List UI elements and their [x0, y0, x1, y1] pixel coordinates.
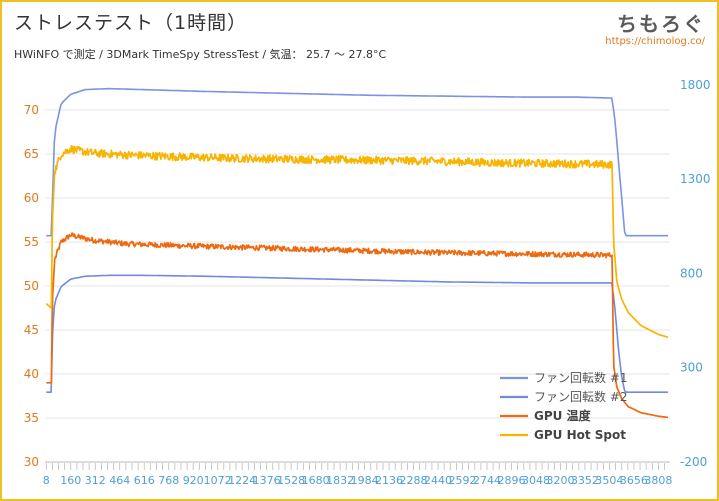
x-tick-label: 2136: [375, 474, 403, 487]
left-tick-label: 30: [24, 455, 39, 469]
left-tick-label: 55: [24, 235, 39, 249]
left-tick-label: 60: [24, 191, 39, 205]
x-tick-label: 3048: [522, 474, 550, 487]
right-tick-label: 1800: [680, 78, 711, 92]
x-tick-label: 2440: [424, 474, 452, 487]
hotspot-series-line: [45, 145, 669, 339]
legend-fan2-label: ファン回転数 #2: [534, 389, 628, 404]
left-tick-label: 50: [24, 279, 39, 293]
site-url: https://chimolog.co/: [605, 36, 705, 47]
x-tick-label: 1224: [228, 474, 256, 487]
chart-legend: ファン回転数 #1 ファン回転数 #2 GPU 温度 GPU Hot Spot: [500, 370, 628, 442]
left-tick-label: 70: [24, 103, 39, 117]
right-tick-label: 300: [680, 361, 703, 375]
x-tick-label: 3808: [644, 474, 672, 487]
right-tick-label: 1300: [680, 172, 711, 186]
x-tick-label: 3352: [571, 474, 599, 487]
right-axis-ticks: -200 300 800 1300 1800: [680, 78, 711, 469]
x-tick-label: 920: [183, 474, 204, 487]
series-lines: [45, 87, 669, 419]
legend-fan1-label: ファン回転数 #1: [534, 370, 628, 385]
x-tick-label: 616: [134, 474, 155, 487]
site-logo: ちもろぐ: [617, 12, 705, 36]
left-tick-label: 40: [24, 367, 39, 381]
legend-gpu-temp-label: GPU 温度: [534, 408, 592, 423]
x-tick-label: 1376: [253, 474, 281, 487]
x-tick-label: 2744: [473, 474, 501, 487]
left-axis-ticks: 30 35 40 45 50 55 60 65 70: [24, 103, 39, 469]
x-tick-label: 1680: [302, 474, 330, 487]
right-tick-label: 800: [680, 266, 703, 280]
x-tick-label: 3656: [620, 474, 648, 487]
fan2-series-line: [46, 274, 669, 393]
left-tick-label: 65: [24, 147, 39, 161]
x-tick-label: 1528: [277, 474, 305, 487]
gpu-temp-series-line: [46, 232, 669, 419]
x-tick-label: 464: [109, 474, 130, 487]
x-tick-label: 312: [85, 474, 106, 487]
legend-hotspot-label: GPU Hot Spot: [534, 428, 626, 442]
x-tick-label: 2288: [400, 474, 428, 487]
right-tick-label: -200: [680, 455, 707, 469]
x-tick-label: 1832: [326, 474, 354, 487]
x-tick-label: 1984: [351, 474, 379, 487]
x-tick-label: 3200: [546, 474, 574, 487]
x-tick-label: 3504: [595, 474, 623, 487]
x-tick-label: 8: [43, 474, 50, 487]
chart-title: ストレステスト（1時間）: [14, 12, 248, 34]
x-tick-label: 2896: [497, 474, 525, 487]
x-tick-label: 160: [60, 474, 81, 487]
left-tick-label: 35: [24, 411, 39, 425]
left-tick-label: 45: [24, 323, 39, 337]
x-axis: 8 160 312 464 616 768 920 107212241376152816801…: [43, 461, 672, 487]
x-tick-label: 2592: [449, 474, 477, 487]
fan1-series-line: [46, 87, 669, 237]
x-tick-label: 1072: [204, 474, 232, 487]
x-tick-label: 768: [158, 474, 179, 487]
chart-subtitle: HWiNFO で測定 / 3DMark TimeSpy StressTest /…: [14, 48, 387, 61]
